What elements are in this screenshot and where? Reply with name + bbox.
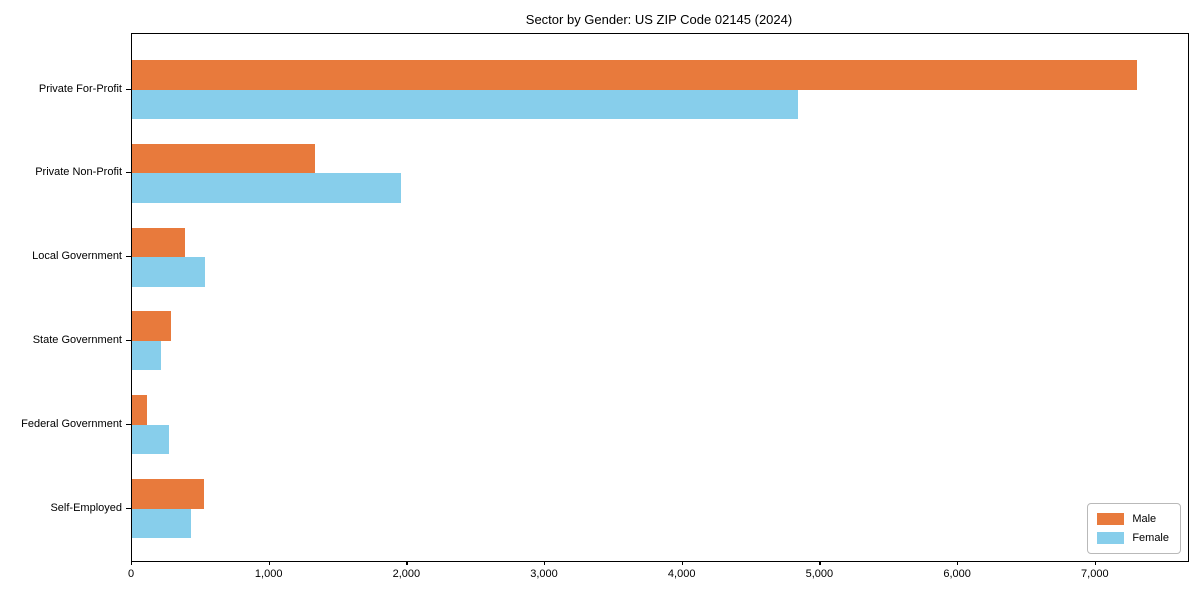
y-tick-mark-0 xyxy=(126,88,131,90)
bar-female-4 xyxy=(132,424,170,455)
category-label-1: Private Non-Profit xyxy=(35,166,122,179)
x-tick-mark-7 xyxy=(1094,561,1096,565)
x-tick-label-7: 7,000 xyxy=(1081,568,1109,580)
bar-male-3 xyxy=(132,311,171,341)
x-tick-label-6: 6,000 xyxy=(943,568,971,580)
legend-item-male: Male xyxy=(1097,511,1169,527)
y-tick-mark-1 xyxy=(126,172,131,174)
plot-area: Male Female xyxy=(131,33,1189,562)
bar-male-5 xyxy=(132,479,204,509)
female-series-swatch xyxy=(1097,532,1125,544)
x-tick-label-1: 1,000 xyxy=(254,568,283,580)
legend-label-female: Female xyxy=(1132,532,1169,544)
y-tick-mark-2 xyxy=(126,256,131,258)
x-tick-label-4: 4,000 xyxy=(667,568,696,580)
bar-male-0 xyxy=(132,60,1138,90)
bar-male-2 xyxy=(132,227,185,258)
male-series-swatch xyxy=(1097,513,1125,525)
x-tick-mark-4 xyxy=(681,561,683,565)
bar-female-5 xyxy=(132,508,192,538)
category-label-3: State Government xyxy=(32,333,122,346)
category-label-0: Private For-Profit xyxy=(38,82,122,95)
bar-male-4 xyxy=(132,395,148,425)
y-tick-mark-4 xyxy=(126,423,131,425)
x-tick-label-5: 5,000 xyxy=(805,568,834,580)
x-tick-label-3: 3,000 xyxy=(530,568,558,580)
category-label-5: Self-Employed xyxy=(50,501,122,514)
category-label-2: Local Government xyxy=(32,250,122,263)
bar-female-3 xyxy=(132,340,161,371)
legend-label-male: Male xyxy=(1132,513,1157,525)
x-tick-label-2: 2,000 xyxy=(392,568,421,580)
bar-female-2 xyxy=(132,257,205,287)
y-tick-mark-3 xyxy=(126,339,131,342)
x-tick-mark-0 xyxy=(131,561,133,565)
bar-female-1 xyxy=(132,173,401,203)
y-tick-mark-5 xyxy=(126,507,131,509)
x-tick-mark-3 xyxy=(544,561,546,565)
x-tick-mark-5 xyxy=(819,561,821,565)
x-tick-mark-2 xyxy=(406,561,408,565)
x-tick-mark-1 xyxy=(268,561,270,565)
bar-male-1 xyxy=(132,143,316,174)
x-tick-label-0: 0 xyxy=(127,568,135,580)
legend: Male Female xyxy=(1087,503,1181,554)
x-tick-mark-6 xyxy=(957,561,959,565)
bar-female-0 xyxy=(132,89,799,119)
legend-item-female: Female xyxy=(1097,530,1169,546)
chart-title: Sector by Gender: US ZIP Code 02145 (202… xyxy=(525,12,793,27)
bars-layer xyxy=(132,34,1188,561)
category-label-4: Federal Government xyxy=(21,417,122,430)
